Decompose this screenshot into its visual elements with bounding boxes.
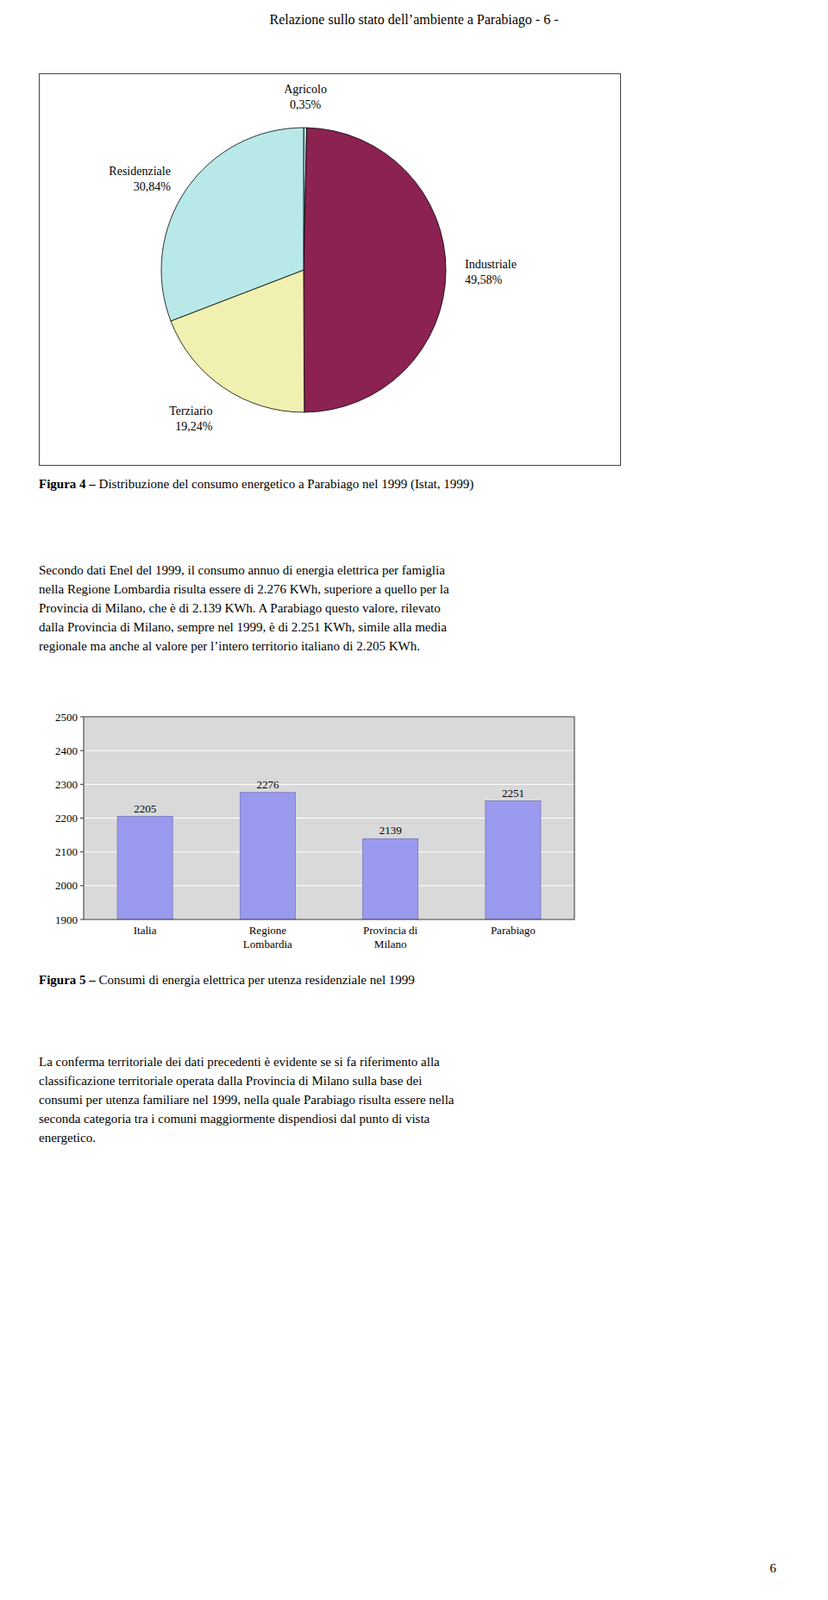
slice-name: Terziario xyxy=(169,404,213,418)
x-tick-label-line: Milano xyxy=(374,937,408,951)
slice-label: Industriale 49,58% xyxy=(464,257,517,287)
pie-slice xyxy=(161,127,304,321)
y-tick-label: 2500 xyxy=(55,710,78,724)
chart-border xyxy=(39,74,621,466)
slice-value: 30,84% xyxy=(133,180,172,194)
grid-line xyxy=(83,784,575,785)
y-tick-label: 1900 xyxy=(55,913,78,927)
slice-name: Residenziale xyxy=(108,164,171,178)
y-tick xyxy=(80,784,84,785)
paragraph-line: consumi per utenza familiare nel 1999, n… xyxy=(38,1090,454,1110)
x-tick-label-line: Italia xyxy=(133,923,157,937)
y-tick-label: 2400 xyxy=(55,744,78,758)
data-label: 2276 xyxy=(256,777,280,791)
pie-slice xyxy=(303,127,446,413)
slice-name: Agricolo xyxy=(283,82,327,96)
x-tick-label: Italia xyxy=(133,923,157,937)
slices xyxy=(161,127,446,413)
bar xyxy=(117,816,173,920)
data-label: 2251 xyxy=(501,786,525,800)
paragraph-line: nella Regione Lombardia risulta essere d… xyxy=(38,579,450,599)
x-tick-label: RegioneLombardia xyxy=(243,923,293,951)
y-tick xyxy=(80,750,84,752)
grid-line xyxy=(83,750,575,752)
y-tick-label: 2100 xyxy=(55,845,78,859)
caption-text: Distribuzione del consumo energetico a P… xyxy=(95,476,474,491)
y-tick xyxy=(80,851,84,853)
paragraph-line: Provincia di Milano, che è di 2.139 KWh.… xyxy=(38,598,441,618)
page-title: Relazione sullo stato dell’ambiente a Pa… xyxy=(0,12,828,28)
caption-label: Figura 4 – xyxy=(38,476,96,491)
slice-value: 19,24% xyxy=(175,420,214,433)
x-tick-label-line: Lombardia xyxy=(243,937,293,951)
paragraph-line: dalla Provincia di Milano, sempre nel 19… xyxy=(38,617,447,637)
y-tick xyxy=(80,716,84,718)
y-tick-label: 2300 xyxy=(55,777,78,791)
bar xyxy=(485,801,541,920)
pie-svg: Agricolo 0,35% Industriale 49,58% Terziario 1… xyxy=(38,73,621,466)
figure-caption: Figura 5 – Consumi di energia elettrica … xyxy=(38,972,415,988)
paragraph-line: Secondo dati Enel del 1999, il consumo a… xyxy=(38,560,446,580)
page-number: 6 xyxy=(770,1561,778,1576)
bars xyxy=(117,792,541,920)
x-tick-label: Parabiago xyxy=(490,923,536,937)
plot-frame xyxy=(83,716,575,920)
caption-text: Consumi di energia elettrica per utenza … xyxy=(95,972,415,987)
bar xyxy=(363,838,419,920)
y-tick-label: 2000 xyxy=(55,878,78,892)
paragraph-line: La conferma territoriale dei dati preced… xyxy=(38,1052,440,1072)
paragraph-line: classificazione territoriale operata dal… xyxy=(38,1071,422,1091)
slice-label: Terziario 19,24% xyxy=(169,404,214,433)
figure-caption: Figura 4 – Distribuzione del consumo ene… xyxy=(38,476,474,492)
paragraph-line: energetico. xyxy=(38,1128,96,1148)
slice-name: Industriale xyxy=(464,257,517,271)
slice-value: 49,58% xyxy=(464,273,503,287)
slice-label: Residenziale 30,84% xyxy=(108,164,171,194)
bar-svg: 1900 2000 2100 2200 2300 2400 2500 2205 2276 2139… xyxy=(38,702,587,958)
bar xyxy=(239,792,295,920)
y-tick xyxy=(80,817,84,819)
y-tick-label: 2200 xyxy=(55,811,78,825)
slice-value: 0,35% xyxy=(289,98,322,112)
pie-chart: Agricolo 0,35% Industriale 49,58% Terziario 1… xyxy=(38,73,621,470)
paragraph-line: regionale ma anche al valore per l’inter… xyxy=(38,636,421,656)
x-tick-label-line: Provincia di xyxy=(363,923,419,937)
plot-background xyxy=(83,716,575,920)
x-tick-label-line: Regione xyxy=(249,923,288,937)
x-tick-label-line: Parabiago xyxy=(490,923,536,937)
caption-label: Figura 5 – xyxy=(38,972,96,987)
y-tick xyxy=(80,884,84,886)
paragraph-line: seconda categoria tra i comuni maggiorme… xyxy=(38,1109,430,1129)
x-tick-label: Provincia diMilano xyxy=(363,923,419,951)
data-label: 2205 xyxy=(133,802,157,816)
slice-label: Agricolo 0,35% xyxy=(283,82,327,112)
data-label: 2139 xyxy=(379,823,402,837)
bar-chart: 1900 2000 2100 2200 2300 2400 2500 2205 2276 2139… xyxy=(38,702,587,961)
y-tick xyxy=(80,919,84,921)
